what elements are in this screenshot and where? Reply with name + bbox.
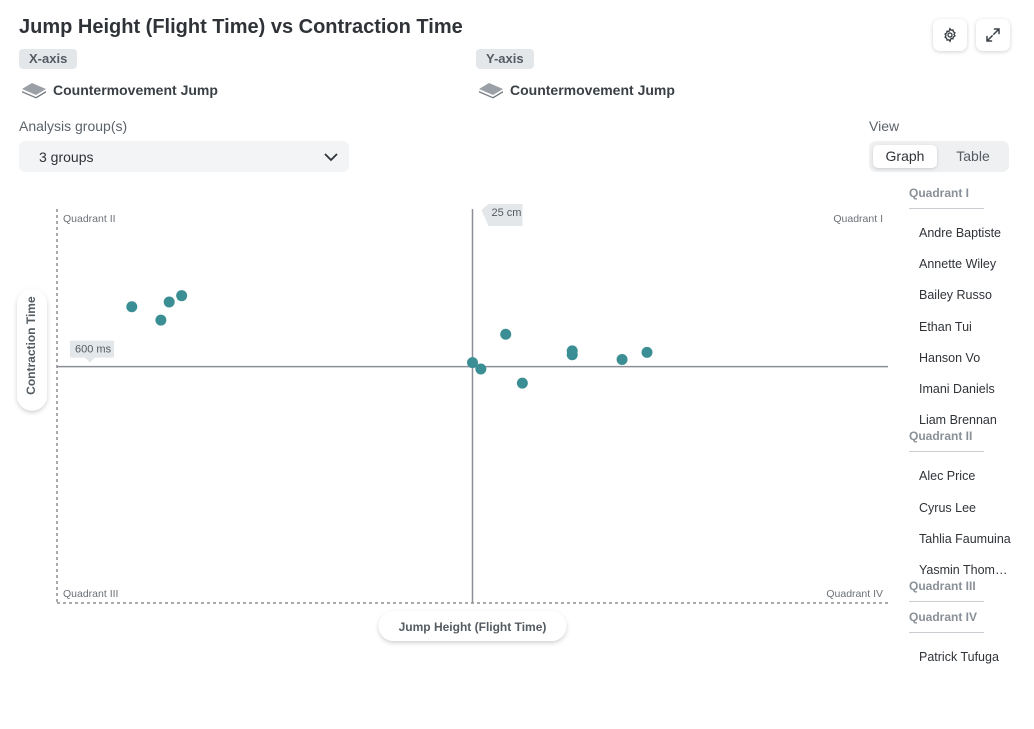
quadrant-divider (909, 601, 984, 603)
chevron-down-icon (324, 153, 338, 162)
data-point (176, 290, 188, 302)
y-axis-chip: Y-axis (476, 49, 534, 69)
expand-icon (986, 28, 1000, 42)
athlete-list-item[interactable]: Imani Daniels (919, 382, 995, 396)
platform-icon (479, 83, 503, 99)
page-title: Jump Height (Flight Time) vs Contraction… (19, 16, 463, 38)
platform-icon (22, 83, 46, 99)
data-point (155, 314, 167, 326)
data-point (616, 354, 628, 366)
athlete-list-item[interactable]: Liam Brennan (919, 413, 997, 428)
x-axis-chip: X-axis (19, 49, 78, 69)
quadrant-heading: Quadrant III (909, 579, 976, 594)
athlete-list-item[interactable]: Annette Wiley (919, 257, 997, 272)
settings-button[interactable] (933, 19, 967, 51)
data-point (126, 301, 138, 313)
data-point (163, 296, 175, 308)
quadrant-heading: Quadrant II (909, 429, 973, 444)
x-axis-label: Jump Height (Flight Time) (399, 620, 547, 634)
x-axis-label-pill (378, 611, 567, 641)
x-reference-tag (481, 204, 523, 226)
quadrant-heading: Quadrant I (909, 186, 970, 200)
analysis-group-value: 3 groups (39, 148, 94, 165)
y-axis-metric: Countermovement Jump (478, 81, 675, 99)
athlete-list-item[interactable]: Andre Baptiste (919, 226, 1001, 240)
expand-button[interactable] (976, 19, 1010, 51)
x-reference-label: 25 cm (492, 207, 522, 219)
view-label: View (869, 118, 900, 134)
quadrant-label-bottom-right: Quadrant IV (826, 588, 883, 600)
scatter-chart: 25 cm 600 ms Quadrant II Quadrant I Quadrant… (17, 204, 888, 641)
analysis-group-select[interactable]: 3 groups (19, 141, 349, 172)
analysis-group-label: Analysis group(s) (19, 118, 128, 134)
athlete-list-item[interactable]: Ethan Tui (919, 319, 972, 334)
view-option-table[interactable]: Table (956, 148, 990, 164)
view-toggle: Graph Table (869, 141, 1009, 172)
data-point (475, 363, 487, 375)
y-axis-label: Contraction Time (24, 296, 38, 395)
athlete-list-item[interactable]: Bailey Russo (919, 288, 992, 303)
quadrant-label-bottom-left: Quadrant III (63, 588, 118, 600)
data-point (500, 328, 512, 340)
data-point (566, 349, 578, 361)
quadrant-label-top-right: Quadrant I (833, 213, 883, 225)
y-reference-tag (70, 340, 114, 363)
data-point (516, 377, 528, 389)
y-reference-label: 600 ms (75, 344, 112, 356)
x-axis-metric: Countermovement Jump (21, 81, 218, 99)
quadrant-label-top-left: Quadrant II (63, 213, 116, 225)
x-axis-metric-label: Countermovement Jump (53, 82, 218, 98)
quadrant-divider (909, 208, 984, 209)
athlete-list-item[interactable]: Tahlia Faumuina (919, 531, 1011, 546)
view-option-graph[interactable]: Graph (873, 145, 937, 168)
y-axis-label-pill (17, 288, 47, 411)
athlete-list-item[interactable]: Alec Price (919, 469, 976, 484)
gear-icon (944, 27, 956, 43)
athlete-list-item[interactable]: Hanson Vo (919, 350, 981, 365)
athlete-list-item[interactable]: Yasmin Thompson (919, 563, 1014, 577)
data-point (641, 346, 653, 358)
data-point (467, 357, 478, 369)
athlete-list-item[interactable]: Cyrus Lee (919, 500, 976, 515)
athlete-list-item[interactable]: Patrick Tufuga (919, 650, 999, 665)
quadrant-divider (909, 632, 984, 634)
quadrant-heading: Quadrant IV (909, 610, 978, 625)
quadrant-divider (909, 451, 984, 453)
y-axis-metric-label: Countermovement Jump (510, 82, 675, 98)
